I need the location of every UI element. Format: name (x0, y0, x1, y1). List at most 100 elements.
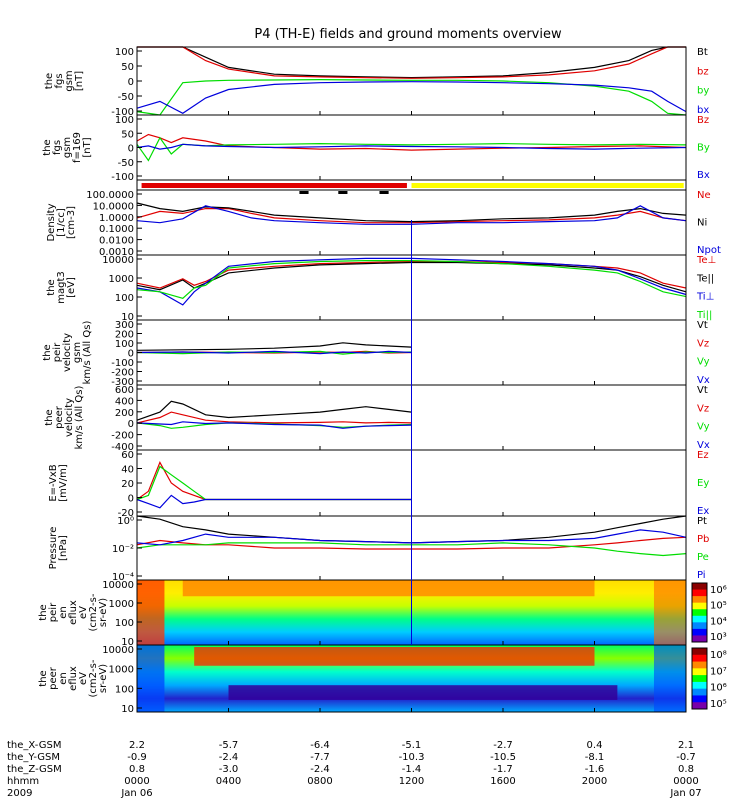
legend-by: by (697, 86, 709, 97)
time-axis-value: 0.4 (587, 740, 603, 751)
time-axis-group: the_X-GSM 2.2 -5.7 -6.4 -5.1 -2.7 0.4 2.1 the_Y-… (7, 740, 702, 799)
y-tick-label: 10⁰ (117, 516, 134, 527)
panel-3: Ne Ni Npot 100.000010.00001.00000.10000.010… (46, 189, 721, 258)
time-axis-value: -10.3 (399, 752, 425, 763)
y-tick-label: 0 (128, 419, 134, 430)
y-tick-label: 1000 (109, 274, 134, 285)
y-tick-label: 0.0010 (99, 247, 134, 258)
y-tick-label: 100 (115, 47, 134, 58)
colorbar-frame (691, 647, 708, 710)
y-tick-label: 0 (128, 77, 134, 88)
time-axis-value: -1.7 (493, 764, 513, 775)
series-line-bz (137, 46, 686, 79)
colorbar-label: 10⁵ (710, 699, 727, 710)
time-axis-value: 0400 (216, 776, 241, 787)
legend-Vy: Vy (697, 422, 710, 433)
y-axis-label: fgs (52, 140, 63, 155)
series-line-Vt (136, 342, 412, 351)
y-axis-label: (cm2-s- (88, 659, 99, 697)
y-axis-label: the (38, 670, 49, 686)
colorbar-label: 10⁴ (710, 616, 727, 627)
legend-Ez: Ez (697, 450, 709, 461)
y-tick-label: 50 (121, 129, 134, 140)
colorbar-swatch (692, 688, 707, 696)
series-line-Te⊥ (136, 260, 687, 289)
y-axis-label: peir (48, 602, 59, 622)
y-axis-label: sr-eV) (98, 598, 109, 627)
y-tick-label: 0 (128, 349, 134, 360)
y-tick-label: 10.0000 (93, 201, 134, 212)
legend-Pe: Pe (697, 552, 709, 563)
spectrogram-band-low (228, 685, 618, 700)
y-axis-label: [nT] (74, 71, 85, 91)
legend-bx: bx (697, 105, 709, 116)
series-line-Ni (136, 202, 687, 223)
time-axis-value: -3.0 (219, 764, 239, 775)
colorbar-label: 10⁷ (710, 666, 727, 677)
colorbar-swatch (692, 628, 707, 636)
y-tick-label: 10⁻² (112, 544, 134, 555)
status-bar-fast-mode (141, 183, 407, 188)
legend-Pi: Pi (697, 570, 706, 581)
time-axis-value: 2000 (582, 776, 607, 787)
y-axis-label: gsm (72, 342, 83, 363)
colorbar-swatch (692, 596, 707, 604)
legend-Ey: Ey (697, 478, 709, 489)
y-tick-label: 10⁻⁴ (112, 572, 134, 583)
series-line-Ez (136, 461, 412, 501)
colorbar-swatch (692, 648, 707, 656)
legend-Bt: Bt (697, 47, 708, 58)
series-line-Ey (136, 465, 412, 501)
time-axis-value: 1600 (490, 776, 515, 787)
series-line-Vx (136, 421, 412, 429)
colorbar-frame (691, 582, 708, 643)
y-axis-label: the (42, 139, 53, 155)
y-axis-label: [nT] (82, 137, 93, 157)
spectrogram-band-right (653, 645, 686, 712)
y-tick-label: 100 (115, 618, 134, 629)
y-tick-label: -100 (111, 107, 134, 118)
y-axis-label: velocity (62, 333, 73, 372)
time-axis-row-label: the_Z-GSM (7, 764, 62, 775)
y-tick-label: 50 (121, 62, 134, 73)
y-tick-label: -100 (111, 358, 134, 369)
legend-Pt: Pt (697, 516, 707, 527)
colorbar-label: 10⁶ (710, 683, 727, 694)
spectrogram-band-high (194, 647, 595, 666)
series-line-Ex (136, 494, 412, 509)
legend-Npot: Npot (697, 245, 721, 256)
colorbar-swatch (692, 661, 707, 669)
time-axis-value: -5.1 (402, 740, 422, 751)
time-axis-value: 1200 (399, 776, 424, 787)
colorbar-swatch (692, 654, 707, 663)
colorbar-swatch (692, 615, 707, 623)
colorbar-swatch (692, 681, 707, 690)
y-tick-label: 10 (121, 637, 134, 648)
y-tick-label: 60 (121, 450, 134, 461)
colorbar-swatch (692, 583, 707, 591)
y-axis-label: en (58, 606, 69, 619)
time-axis-row-label: the_Y-GSM (7, 752, 60, 763)
y-tick-label: 0.0100 (99, 236, 134, 247)
series-line-Vx (136, 350, 412, 355)
y-tick-label: 10000 (102, 255, 134, 266)
y-axis-label: the (44, 409, 55, 425)
panel-4: Te⊥ Te|| Ti⊥ Ti|| 10000 1000 100 10 the magt3 [eV] (46, 254, 716, 323)
y-axis-label: the (38, 604, 49, 620)
spectrogram-band-left (137, 645, 165, 712)
colorbar-label: 10⁵ (710, 601, 727, 612)
y-axis-label: [cm-3] (66, 206, 77, 239)
status-bar-marker (379, 191, 389, 194)
y-tick-label: -200 (111, 431, 134, 442)
series-line-Npot (136, 205, 687, 225)
y-axis-label: velocity (64, 398, 75, 437)
time-axis-row-label: 2009 (7, 788, 32, 799)
legend-Ti⊥: Ti⊥ (696, 292, 714, 303)
series-line-Vt (136, 400, 412, 421)
series-line-Ti|| (136, 260, 687, 299)
y-tick-label: 10000 (102, 645, 134, 656)
